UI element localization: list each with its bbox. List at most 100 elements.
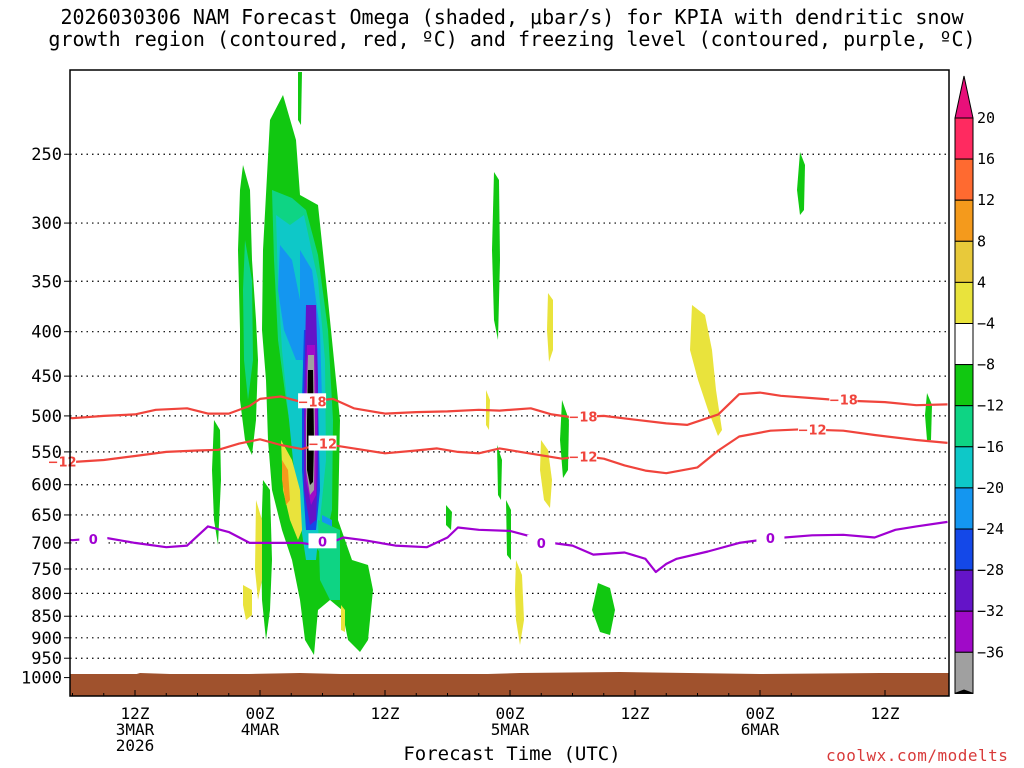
y-tick-label: 1000 — [21, 669, 62, 689]
contour-label-dgz-minus12: −12 — [568, 451, 597, 466]
x-tick-label: 00Z — [746, 704, 775, 723]
y-tick-label: 350 — [31, 272, 62, 292]
colorbar-swatch — [954, 651, 974, 694]
colorbar-swatch — [954, 199, 974, 242]
y-tick-label: 700 — [31, 534, 62, 554]
site-credit: coolwx.com/modelts — [826, 746, 1009, 765]
colorbar-swatch — [954, 158, 974, 201]
y-tick-label: 850 — [31, 607, 62, 627]
contour-label-dgz-minus12: −12 — [308, 438, 337, 453]
plot-background — [70, 70, 949, 696]
y-tick-label: 250 — [31, 145, 62, 165]
omega-area-green-c3 — [446, 505, 452, 530]
omega-area-main-blue — [278, 245, 306, 360]
colorbar-swatch — [954, 117, 974, 160]
omega-area-small-green2 — [261, 480, 272, 640]
contour-label-bg — [298, 393, 327, 409]
colorbar-swatch — [954, 323, 974, 366]
contour-label-bg — [798, 421, 827, 437]
gridlines — [70, 153, 949, 679]
colorbar-swatch — [954, 528, 974, 571]
x-tick-label: 4MAR — [241, 720, 280, 739]
x-tick-label: 00Z — [246, 704, 275, 723]
y-tick-label: 550 — [31, 443, 62, 463]
omega-area-yellow8 — [540, 440, 552, 508]
omega-area-yellow3 — [243, 585, 252, 620]
omega-area-yellow10 — [690, 305, 722, 436]
contour-label-bg — [527, 534, 556, 550]
colorbar-swatch — [954, 364, 974, 407]
colorbar-swatch — [954, 569, 974, 612]
colorbar-label: 16 — [977, 150, 995, 168]
omega-area-yellow4 — [282, 460, 290, 505]
y-tick-label: 500 — [31, 407, 62, 427]
omega-area-green-c2 — [497, 445, 502, 500]
contour-label-bg — [568, 408, 597, 424]
colorbar-swatch — [954, 405, 974, 448]
omega-area-yellow1 — [281, 440, 302, 540]
colorbar-swatch — [954, 446, 974, 489]
omega-area-small-green3 — [298, 72, 302, 125]
contour-label-bg — [568, 448, 597, 464]
contour-label-dgz-minus18: −18 — [568, 411, 597, 426]
y-tick-label: 650 — [31, 506, 62, 526]
omega-area-left-teal — [243, 240, 253, 400]
contour-labels: −18−18−18−12−12−12−120 0 0 0 — [48, 391, 858, 552]
omega-area-yellow9 — [515, 560, 524, 645]
contour-dgz-minus12 — [70, 428, 948, 475]
colorbar-top-triangle — [954, 75, 974, 119]
contour-dgz-minus18 — [70, 391, 948, 426]
omega-area-yellow7 — [547, 293, 553, 362]
omega-area-green-c1 — [492, 172, 500, 340]
omega-area-core-black — [307, 370, 314, 485]
colorbar-bottom-triangle — [954, 689, 974, 694]
x-tick-label: 12Z — [371, 704, 400, 723]
x-tick-label: 00Z — [496, 704, 525, 723]
colorbar-label: −24 — [977, 520, 1004, 538]
contour-label-freezing-level: 0 — [89, 533, 98, 548]
colorbar-label: 12 — [977, 191, 995, 209]
contour-label-dgz-minus18: −18 — [829, 394, 858, 409]
contour-label-freezing-level: 0 — [766, 532, 775, 547]
colorbar-label: 4 — [977, 273, 986, 291]
ground-surface-top — [70, 672, 949, 680]
colorbar-label: −8 — [977, 356, 995, 374]
omega-area-green-c6 — [592, 583, 615, 635]
omega-area-yellow2 — [255, 500, 262, 600]
chart-title: 2026030306 NAM Forecast Omega (shaded, μ… — [0, 6, 1024, 50]
omega-area-yellow5 — [341, 605, 345, 632]
contour-label-bg — [79, 531, 108, 547]
colorbar-swatch — [954, 487, 974, 530]
x-tick-label: 3MAR — [116, 720, 155, 739]
colorbar-swatch — [954, 610, 974, 653]
y-tick-label: 400 — [31, 323, 62, 343]
contour-label-dgz-minus12: −12 — [798, 423, 827, 438]
colorbar-swatch — [954, 281, 974, 324]
colorbar-label: 8 — [977, 232, 986, 250]
x-tick-label: 2026 — [116, 736, 155, 755]
colorbar-label: −32 — [977, 602, 1004, 620]
chart-title-line-2: growth region (contoured, red, ºC) and f… — [48, 27, 976, 51]
contour-label-freezing-level: 0 — [537, 537, 546, 552]
contour-label-bg — [756, 530, 785, 546]
y-tick-label: 950 — [31, 649, 62, 669]
y-tick-label: 800 — [31, 584, 62, 604]
colorbar-label: −16 — [977, 438, 1004, 456]
x-tick-label: 12Z — [871, 704, 900, 723]
y-tick-label: 600 — [31, 476, 62, 496]
colorbar-label: 20 — [977, 109, 995, 127]
contour-label-bg — [308, 435, 337, 451]
y-tick-label: 750 — [31, 560, 62, 580]
x-tick-label: 5MAR — [491, 720, 530, 739]
y-tick-label: 450 — [31, 367, 62, 387]
y-tick-label: 300 — [31, 214, 62, 234]
contour-label-dgz-minus18: −18 — [298, 395, 327, 410]
y-axis: 2503003504004505005506006507007508008509… — [21, 145, 70, 689]
x-tick-label: 12Z — [121, 704, 150, 723]
x-tick-label: 6MAR — [741, 720, 780, 739]
colorbar-label: −4 — [977, 315, 995, 333]
contour-label-bg — [829, 391, 858, 407]
y-tick-label: 900 — [31, 629, 62, 649]
